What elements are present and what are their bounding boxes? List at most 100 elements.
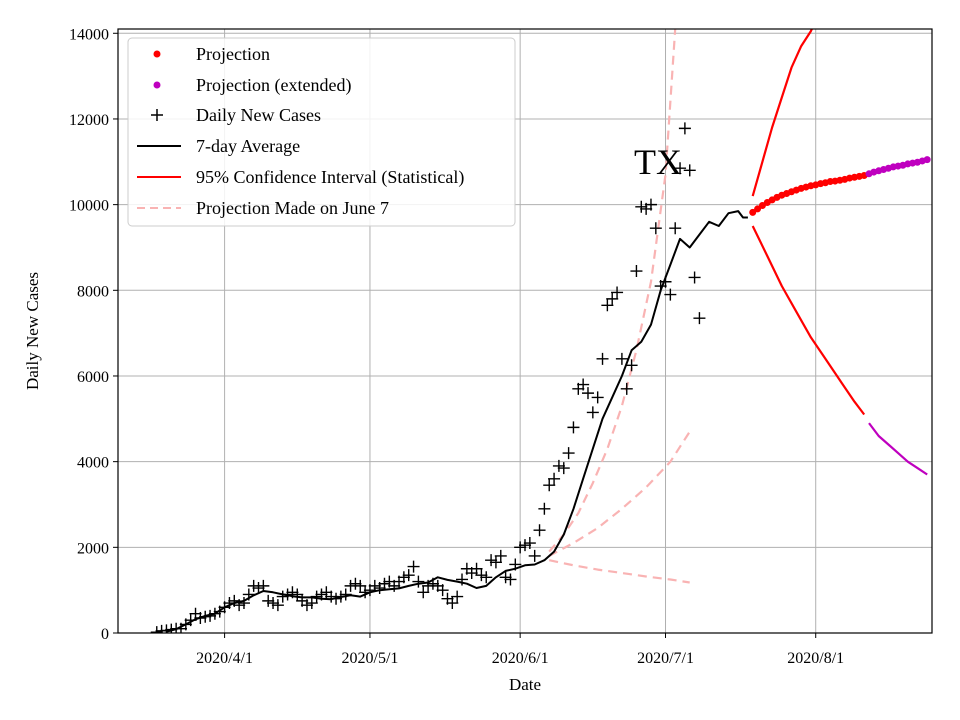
legend-label-june7: Projection Made on June 7 [196, 198, 389, 218]
legend-marker-projection-extended [153, 81, 161, 89]
daily-cases-point [601, 299, 614, 312]
y-tick-label: 2000 [77, 540, 109, 557]
plot-frame [117, 28, 933, 634]
daily-cases-point [237, 597, 250, 610]
daily-cases-point [615, 352, 628, 365]
daily-cases-point [514, 541, 527, 554]
daily-cases-point [674, 162, 687, 175]
daily-cases-point [300, 599, 313, 612]
daily-cases-point [528, 549, 541, 562]
y-tick-label: 12000 [69, 112, 109, 129]
daily-cases-point [305, 597, 318, 610]
daily-cases-point [499, 571, 512, 584]
daily-cases-point [470, 562, 483, 575]
legend-label-projection-extended: Projection (extended) [196, 75, 351, 96]
legend-marker-daily [151, 109, 163, 121]
daily-cases-point [276, 590, 289, 603]
daily-cases-point [548, 472, 561, 485]
daily-cases-point [649, 222, 662, 235]
daily-cases-point [257, 579, 270, 592]
daily-cases-point [504, 573, 517, 586]
daily-cases-point [611, 286, 624, 299]
legend-label-daily: Daily New Cases [196, 105, 321, 125]
y-tick-label: 0 [101, 626, 109, 643]
daily-cases-point [678, 122, 691, 135]
daily-cases-point [567, 421, 580, 434]
daily-cases-point [402, 569, 415, 582]
y-axis-title: Daily New Cases [23, 272, 42, 390]
daily-cases-point [688, 271, 701, 284]
daily-cases-point [683, 164, 696, 177]
daily-cases-point [557, 462, 570, 475]
state-annotation: TX [634, 142, 682, 182]
x-tick-label: 2020/5/1 [342, 650, 399, 667]
june7-lower-line [548, 559, 690, 584]
x-axis: 2020/4/1 2020/5/1 2020/6/1 2020/7/1 2020/8/1 [196, 633, 844, 667]
daily-cases-point [552, 459, 565, 472]
daily-cases-point [596, 352, 609, 365]
projection-extended-series [865, 156, 931, 178]
daily-cases-point [368, 579, 381, 592]
y-tick-label: 4000 [77, 455, 109, 472]
y-axis: 0 2000 4000 6000 8000 10000 12000 14000 [69, 26, 118, 643]
daily-cases-point [543, 479, 556, 492]
daily-cases-point [669, 222, 682, 235]
legend-label-avg: 7-day Average [196, 136, 300, 156]
daily-cases-point [354, 579, 367, 592]
y-tick-label: 8000 [77, 283, 109, 300]
daily-cases-point [523, 537, 536, 550]
daily-cases-point [150, 626, 163, 633]
daily-cases-point [533, 524, 546, 537]
legend-label-ci: 95% Confidence Interval (Statistical) [196, 167, 464, 188]
avg-7day-line [166, 210, 748, 633]
daily-cases-point [485, 554, 498, 567]
daily-cases-point [581, 387, 594, 400]
daily-cases-point [489, 556, 502, 569]
y-tick-label: 10000 [69, 198, 109, 215]
daily-cases-point [475, 569, 488, 582]
x-tick-label: 2020/6/1 [492, 650, 549, 667]
projection-point [749, 208, 757, 216]
daily-cases-point [446, 597, 459, 610]
daily-cases-point [635, 200, 648, 213]
grid [118, 29, 932, 634]
daily-cases-series [150, 122, 706, 633]
daily-cases-point [625, 359, 638, 372]
series-layer [150, 29, 931, 633]
x-axis-title: Date [509, 675, 541, 694]
daily-cases-point [378, 577, 391, 590]
legend-marker-projection [153, 50, 161, 58]
daily-cases-point [630, 265, 643, 278]
daily-cases-point [412, 575, 425, 588]
projection-series [749, 172, 868, 216]
daily-cases-point [586, 406, 599, 419]
y-tick-label: 14000 [69, 26, 109, 43]
daily-cases-point [262, 594, 275, 607]
daily-cases-point [538, 502, 551, 515]
daily-cases-point [494, 549, 507, 562]
daily-cases-point [644, 198, 657, 211]
daily-cases-point [271, 599, 284, 612]
daily-cases-point [397, 571, 410, 584]
daily-cases-point [693, 312, 706, 325]
june7-mid-line [548, 431, 691, 557]
daily-cases-point [577, 378, 590, 391]
ci-upper-line [751, 29, 814, 197]
daily-cases-point [480, 571, 493, 584]
daily-cases-point [417, 586, 430, 599]
daily-cases-point [664, 288, 677, 301]
daily-cases-point [620, 382, 633, 395]
projection-extended-point [923, 156, 931, 164]
daily-cases-point [291, 588, 304, 601]
daily-cases-point [591, 391, 604, 404]
x-tick-label: 2020/4/1 [196, 650, 253, 667]
y-tick-label: 6000 [77, 369, 109, 386]
legend-label-projection: Projection [196, 44, 270, 64]
daily-cases-point [349, 577, 362, 590]
daily-cases-point [606, 292, 619, 305]
x-tick-label: 2020/7/1 [637, 650, 694, 667]
projection-point [754, 205, 762, 213]
x-tick-label: 2020/8/1 [787, 650, 844, 667]
daily-cases-point [252, 582, 265, 595]
